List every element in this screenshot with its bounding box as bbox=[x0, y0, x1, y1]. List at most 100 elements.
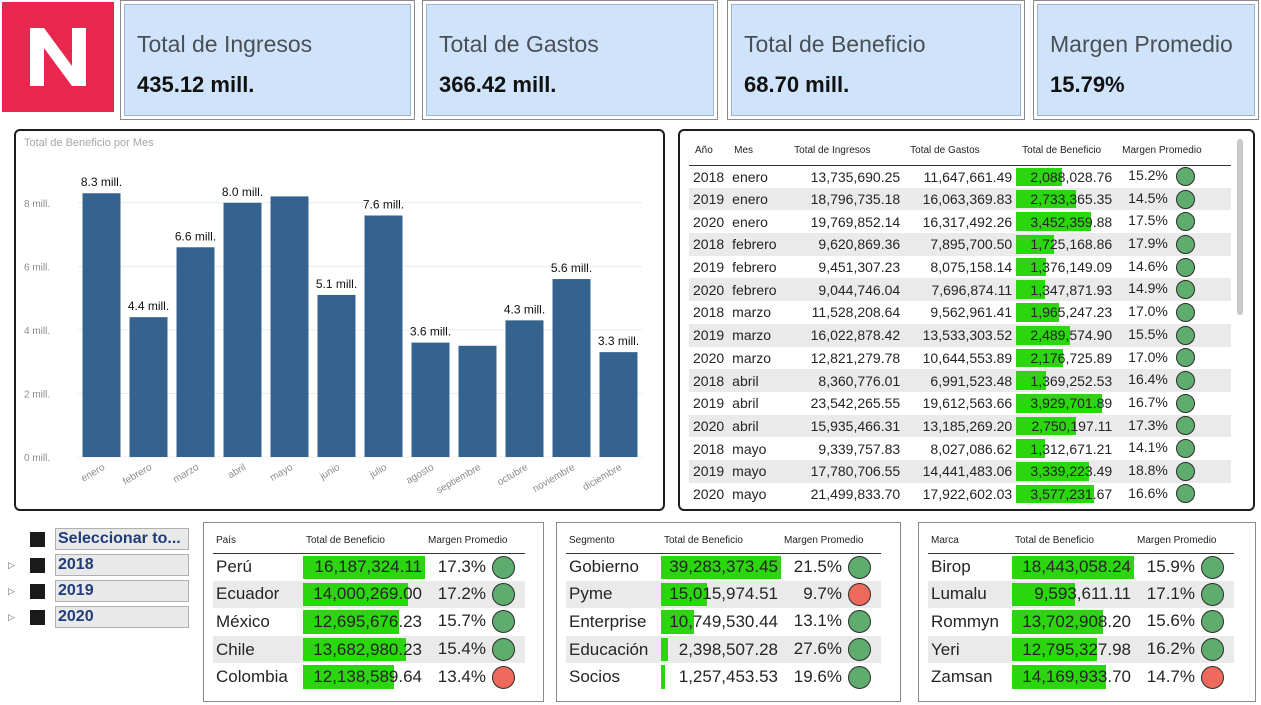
table-row[interactable]: 2020 abril 15,935,466.31 13,185,269.20 2,750… bbox=[689, 414, 1231, 438]
pais-table-panel[interactable]: País Total de Beneficio Margen Promedio … bbox=[203, 522, 544, 702]
data-bar bbox=[661, 582, 707, 607]
slicer-label[interactable]: 2020 bbox=[55, 606, 189, 628]
cell-margen-text: 17.2% bbox=[437, 583, 486, 603]
table-row[interactable]: 2018 abril 8,360,776.01 6,991,523.48 1,369,2… bbox=[689, 369, 1231, 392]
data-label: 8.0 mill. bbox=[222, 185, 263, 199]
table-row[interactable]: Perú 16,187,324.11 17.3% bbox=[213, 553, 525, 581]
table-row[interactable]: Zamsan 14,169,933.70 14.7% bbox=[928, 663, 1234, 691]
table-row[interactable]: Birop 18,443,058.24 15.9% bbox=[928, 553, 1234, 581]
table-row[interactable]: Yeri 12,795,327.98 16.2% bbox=[928, 635, 1234, 664]
cell-beneficio-text: 2,088,028.76 bbox=[1030, 168, 1113, 185]
table-row[interactable]: 2018 mayo 9,339,757.83 8,027,086.62 1,312,67… bbox=[689, 437, 1231, 460]
table-row[interactable]: Lumalu 9,593,611.11 17.1% bbox=[928, 580, 1234, 609]
checkbox[interactable] bbox=[30, 609, 45, 625]
slicer-item-2019[interactable]: ▷ 2019 bbox=[8, 580, 189, 602]
slicer-item-2018[interactable]: ▷ 2018 bbox=[8, 554, 189, 576]
chevron-right-icon[interactable]: ▷ bbox=[8, 611, 15, 622]
table-row[interactable]: 2020 enero 19,769,852.14 16,317,492.26 3,452… bbox=[689, 210, 1231, 233]
bar-enero[interactable] bbox=[82, 193, 121, 457]
slicer-label[interactable]: 2019 bbox=[55, 580, 189, 602]
checkbox[interactable] bbox=[30, 557, 45, 573]
checkbox[interactable] bbox=[30, 583, 45, 599]
bar-chart-svg: 0 mill. 2 mill. 4 mill. 6 mill. 8 mill. 8.3 m… bbox=[24, 175, 642, 496]
cell-margen: 19.6% bbox=[781, 663, 881, 691]
col-header-margen[interactable]: Margen Promedio bbox=[1116, 137, 1231, 166]
col-header-margen[interactable]: Margen Promedio bbox=[1134, 529, 1234, 554]
col-header-beneficio[interactable]: Total de Beneficio bbox=[661, 529, 781, 554]
cell-ingresos: 18,796,735.18 bbox=[788, 187, 905, 211]
table-row[interactable]: 2020 marzo 12,821,279.78 10,644,553.89 2,176… bbox=[689, 347, 1231, 370]
table-row[interactable]: México 12,695,676.23 15.7% bbox=[213, 608, 525, 636]
bar-noviembre[interactable] bbox=[552, 279, 591, 457]
bar-marzo[interactable] bbox=[176, 247, 215, 457]
bar-septiembre[interactable] bbox=[458, 345, 497, 457]
col-header-ingresos[interactable]: Total de Ingresos bbox=[788, 137, 905, 166]
kpi-card-ingresos[interactable]: Total de Ingresos 435.12 mill. bbox=[120, 0, 415, 120]
bar-agosto[interactable] bbox=[411, 342, 450, 457]
col-header-margen[interactable]: Margen Promedio bbox=[781, 529, 881, 554]
col-header-marca[interactable]: Marca bbox=[928, 529, 1012, 554]
col-header-margen[interactable]: Margen Promedio bbox=[425, 529, 525, 554]
table-scrollbar[interactable] bbox=[1237, 139, 1243, 315]
table-row[interactable]: Ecuador 14,000,269.00 17.2% bbox=[213, 580, 525, 609]
table-row[interactable]: 2019 mayo 17,780,706.55 14,441,483.06 3,339,… bbox=[689, 459, 1231, 483]
col-header-beneficio[interactable]: Total de Beneficio bbox=[1016, 137, 1117, 166]
cell-beneficio-text: 1,347,871.93 bbox=[1030, 281, 1113, 298]
bar-febrero[interactable] bbox=[129, 317, 168, 457]
table-row[interactable]: 2019 marzo 16,022,878.42 13,533,303.52 2,489… bbox=[689, 323, 1231, 347]
kpi-card-margen[interactable]: Margen Promedio 15.79% bbox=[1033, 0, 1259, 120]
kpi-title: Margen Promedio bbox=[1050, 31, 1233, 57]
table-row[interactable]: 2019 enero 18,796,735.18 16,063,369.83 2,733… bbox=[689, 187, 1231, 211]
detalle-mes-table-panel[interactable]: Año Mes Total de Ingresos Total de Gasto… bbox=[678, 129, 1255, 511]
table-row[interactable]: 2018 marzo 11,528,208.64 9,562,961.41 1,965,… bbox=[689, 301, 1231, 324]
table-header-row: Año Mes Total de Ingresos Total de Gasto… bbox=[689, 137, 1231, 166]
marca-table-panel[interactable]: Marca Total de Beneficio Margen Promedio… bbox=[918, 522, 1256, 702]
bar-julio[interactable] bbox=[364, 215, 403, 457]
cell-name: Rommyn bbox=[931, 611, 1000, 631]
chevron-right-icon[interactable]: ▷ bbox=[8, 585, 15, 596]
table-row[interactable]: 2018 enero 13,735,690.25 11,647,661.49 2,088… bbox=[689, 165, 1231, 188]
kpi-card-gastos[interactable]: Total de Gastos 366.42 mill. bbox=[422, 0, 718, 120]
slicer-item-2020[interactable]: ▷ 2020 bbox=[8, 606, 189, 628]
cell-mes: enero bbox=[728, 187, 789, 211]
col-header-segmento[interactable]: Segmento bbox=[566, 529, 661, 554]
col-header-anio[interactable]: Año bbox=[689, 137, 729, 166]
bar-mayo[interactable] bbox=[270, 196, 309, 457]
col-header-pais[interactable]: País bbox=[213, 529, 303, 554]
col-header-mes[interactable]: Mes bbox=[728, 137, 789, 166]
table-row[interactable]: Gobierno 39,283,373.45 21.5% bbox=[566, 553, 881, 581]
segmento-table-panel[interactable]: Segmento Total de Beneficio Margen Prome… bbox=[556, 522, 901, 702]
table-row[interactable]: Educación 2,398,507.28 27.6% bbox=[566, 635, 881, 664]
status-green-icon bbox=[1176, 189, 1196, 209]
table-row[interactable]: Pyme 15,015,974.51 9.7% bbox=[566, 580, 881, 609]
table-row[interactable]: 2020 febrero 9,044,746.04 7,696,874.11 1,347… bbox=[689, 278, 1231, 302]
bar-octubre[interactable] bbox=[505, 320, 544, 457]
slicer-label[interactable]: 2018 bbox=[55, 554, 189, 576]
cell-margen: 15.5% bbox=[1116, 323, 1231, 347]
cell-beneficio: 1,965,247.23 bbox=[1016, 301, 1116, 324]
bar-abril[interactable] bbox=[223, 202, 262, 457]
table-row[interactable]: Chile 13,682,980.23 15.4% bbox=[213, 635, 525, 664]
col-header-beneficio[interactable]: Total de Beneficio bbox=[1012, 529, 1134, 554]
bar-diciembre[interactable] bbox=[599, 352, 638, 457]
table-row[interactable]: Rommyn 13,702,908.20 15.6% bbox=[928, 608, 1234, 636]
table-row[interactable]: Enterprise 10,749,530.44 13.1% bbox=[566, 608, 881, 636]
table-row[interactable]: Socios 1,257,453.53 19.6% bbox=[566, 663, 881, 691]
table-row[interactable]: 2020 mayo 21,499,833.70 17,922,602.03 3,577,… bbox=[689, 483, 1231, 506]
slicer-label[interactable]: Seleccionar to... bbox=[55, 528, 189, 550]
table-row[interactable]: 2018 febrero 9,620,869.36 7,895,700.50 1,725… bbox=[689, 233, 1231, 256]
table-row[interactable]: 2019 abril 23,542,265.55 19,612,563.66 3,929… bbox=[689, 392, 1231, 415]
col-header-gastos[interactable]: Total de Gastos bbox=[904, 137, 1017, 166]
bar-junio[interactable] bbox=[317, 294, 356, 457]
beneficio-por-mes-chart[interactable]: Total de Beneficio por Mes 0 mill. 2 mill… bbox=[14, 129, 665, 511]
cell-anio: 2018 bbox=[693, 168, 725, 185]
cell-margen: 17.3% bbox=[425, 553, 525, 581]
data-bar bbox=[303, 582, 409, 607]
kpi-card-beneficio[interactable]: Total de Beneficio 68.70 mill. bbox=[727, 0, 1025, 120]
chevron-right-icon[interactable]: ▷ bbox=[8, 559, 15, 570]
slicer-item-select-all[interactable]: Seleccionar to... bbox=[8, 528, 189, 550]
checkbox[interactable] bbox=[30, 531, 45, 547]
col-header-beneficio[interactable]: Total de Beneficio bbox=[303, 529, 425, 554]
table-row[interactable]: 2019 febrero 9,451,307.23 8,075,158.14 1,376… bbox=[689, 256, 1231, 279]
table-row[interactable]: Colombia 12,138,589.64 13.4% bbox=[213, 663, 525, 691]
